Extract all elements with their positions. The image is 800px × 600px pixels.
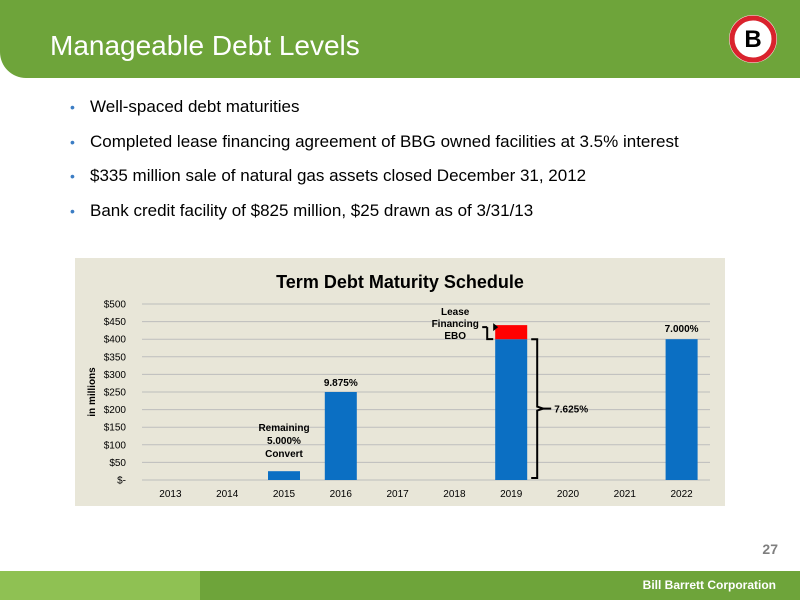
- debt-maturity-chart: Term Debt Maturity Schedule $- $50 $100 $150…: [75, 258, 725, 506]
- y-tick-label: $350: [104, 352, 127, 363]
- bullet-text: Well-spaced debt maturities: [90, 97, 300, 116]
- x-tick-label: 2016: [330, 489, 353, 500]
- x-tick-label: 2021: [614, 489, 637, 500]
- bullet-list: • Well-spaced debt maturities • Completed …: [70, 96, 770, 234]
- lease-label: Financing: [432, 319, 479, 330]
- x-tick-label: 2020: [557, 489, 580, 500]
- chart-title: Term Debt Maturity Schedule: [276, 272, 524, 292]
- page-number: 27: [762, 541, 778, 557]
- bullet-item: • Bank credit facility of $825 million, $…: [70, 200, 770, 235]
- company-logo: B: [729, 15, 777, 63]
- y-tick-label: $400: [104, 335, 127, 346]
- bullet-item: • $335 million sale of natural gas assets…: [70, 165, 770, 200]
- y-tick-label: $250: [104, 388, 127, 399]
- bar: [665, 339, 698, 480]
- y-tick-label: $450: [104, 317, 127, 328]
- bullet-icon: •: [70, 168, 75, 184]
- rate-label-2016: 9.875%: [324, 378, 358, 389]
- y-tick-label: $500: [104, 300, 127, 311]
- footer-brand: Bill Barrett Corporation: [642, 578, 776, 592]
- lease-label: Lease: [441, 307, 470, 318]
- x-tick-label: 2013: [159, 489, 182, 500]
- bullet-icon: •: [70, 202, 75, 219]
- lease-arrow-icon: [493, 323, 499, 332]
- bullet-item: • Well-spaced debt maturities: [70, 96, 770, 131]
- bar: [495, 339, 528, 480]
- bar: [268, 471, 300, 480]
- rate-label-2019: 7.625%: [554, 405, 588, 416]
- y-tick-label: $150: [104, 423, 127, 434]
- y-tick-label: $-: [117, 476, 126, 487]
- x-tick-label: 2017: [386, 489, 409, 500]
- lease-label: EBO: [444, 331, 466, 342]
- footer-accent: [0, 571, 200, 600]
- x-tick-label: 2014: [216, 489, 239, 500]
- lease-bracket: [482, 326, 494, 341]
- y-tick-label: $100: [104, 440, 127, 451]
- page-title: Manageable Debt Levels: [50, 30, 360, 61]
- header-bar: Manageable Debt Levels B: [0, 0, 800, 78]
- bar-segment-lease: [495, 325, 528, 340]
- rate-bracket-2019: [531, 338, 547, 479]
- bullet-item: • Completed lease financing agreement of …: [70, 131, 770, 166]
- bullet-icon: •: [70, 99, 75, 115]
- x-tick-label: 2018: [443, 489, 466, 500]
- bullet-text: Bank credit facility of $825 million, $2…: [90, 200, 534, 220]
- convert-label: 5.000%: [267, 436, 301, 447]
- y-axis-label: in millions: [87, 367, 98, 417]
- x-tick-label: 2015: [273, 489, 296, 500]
- rate-label-2022: 7.000%: [665, 324, 699, 335]
- bullet-text: $335 million sale of natural gas assets …: [90, 166, 587, 185]
- bar: [324, 392, 357, 480]
- logo-letter: B: [744, 26, 761, 53]
- chart-svg: Term Debt Maturity Schedule $- $50 $100 $150…: [87, 272, 710, 500]
- convert-label: Convert: [265, 449, 303, 460]
- x-tick-label: 2019: [500, 489, 523, 500]
- footer-bar: Bill Barrett Corporation: [0, 571, 800, 600]
- x-tick-label: 2022: [670, 489, 693, 500]
- y-tick-label: $300: [104, 370, 127, 381]
- y-tick-label: $200: [104, 405, 127, 416]
- convert-label: Remaining: [258, 423, 309, 434]
- y-tick-label: $50: [109, 458, 126, 469]
- bullet-icon: •: [70, 133, 75, 150]
- bullet-text: Completed lease financing agreement of B…: [90, 131, 679, 151]
